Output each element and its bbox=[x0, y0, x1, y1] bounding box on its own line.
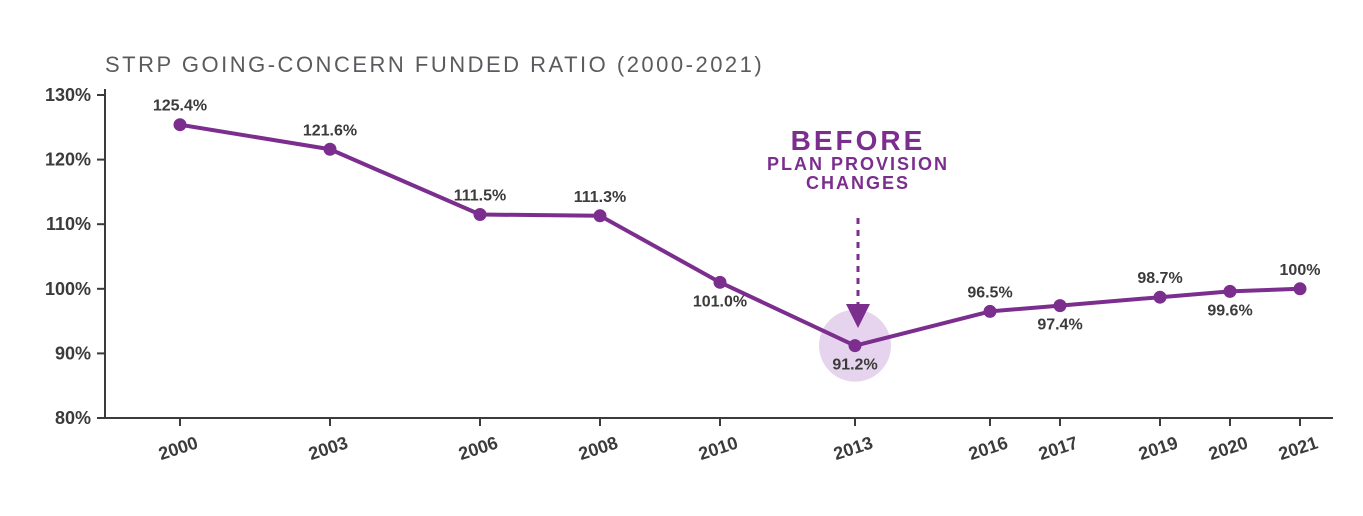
point-label: 101.0% bbox=[693, 293, 747, 310]
x-tick-label: 2000 bbox=[156, 433, 200, 464]
callout-text: BEFORE PLAN PROVISION CHANGES bbox=[728, 126, 988, 193]
point-label: 96.5% bbox=[967, 284, 1012, 301]
point-label: 125.4% bbox=[153, 98, 207, 115]
data-point bbox=[474, 209, 486, 221]
x-tick-label: 2021 bbox=[1276, 433, 1320, 464]
data-point bbox=[324, 143, 336, 155]
x-tick-label: 2019 bbox=[1136, 433, 1180, 464]
y-tick-label: 90% bbox=[55, 343, 91, 363]
chart-container: STRP GOING-CONCERN FUNDED RATIO (2000-20… bbox=[0, 0, 1363, 516]
point-label: 121.6% bbox=[303, 122, 357, 139]
x-tick-label: 2017 bbox=[1036, 433, 1080, 464]
chart-title: STRP GOING-CONCERN FUNDED RATIO (2000-20… bbox=[105, 52, 764, 78]
data-point bbox=[174, 119, 186, 131]
point-label: 91.2% bbox=[832, 357, 877, 374]
x-tick-label: 2010 bbox=[696, 433, 740, 464]
x-tick-label: 2016 bbox=[966, 433, 1010, 464]
x-tick-label: 2003 bbox=[306, 433, 350, 464]
data-point bbox=[1054, 300, 1066, 312]
x-tick-label: 2013 bbox=[831, 433, 875, 464]
y-tick-label: 110% bbox=[46, 214, 91, 234]
point-label: 98.7% bbox=[1137, 270, 1182, 287]
point-label: 99.6% bbox=[1207, 302, 1252, 319]
data-point bbox=[594, 210, 606, 222]
data-point bbox=[1294, 283, 1306, 295]
y-tick-label: 120% bbox=[45, 150, 91, 170]
x-tick-label: 2006 bbox=[456, 433, 500, 464]
y-tick-label: 130% bbox=[45, 85, 91, 105]
callout-line-3: CHANGES bbox=[728, 174, 988, 193]
point-label: 97.4% bbox=[1037, 317, 1082, 334]
callout-line-1: BEFORE bbox=[728, 126, 988, 155]
y-tick-label: 80% bbox=[55, 408, 91, 428]
y-tick-label: 100% bbox=[45, 279, 91, 299]
callout-line-2: PLAN PROVISION bbox=[728, 155, 988, 174]
x-tick-label: 2008 bbox=[576, 433, 620, 464]
data-point bbox=[1154, 291, 1166, 303]
data-point bbox=[714, 276, 726, 288]
data-point bbox=[984, 305, 996, 317]
point-label: 111.5% bbox=[454, 188, 507, 205]
data-point bbox=[1224, 285, 1236, 297]
point-label: 100% bbox=[1280, 262, 1321, 279]
data-point bbox=[849, 340, 861, 352]
x-tick-label: 2020 bbox=[1206, 433, 1250, 464]
point-label: 111.3% bbox=[574, 189, 627, 206]
